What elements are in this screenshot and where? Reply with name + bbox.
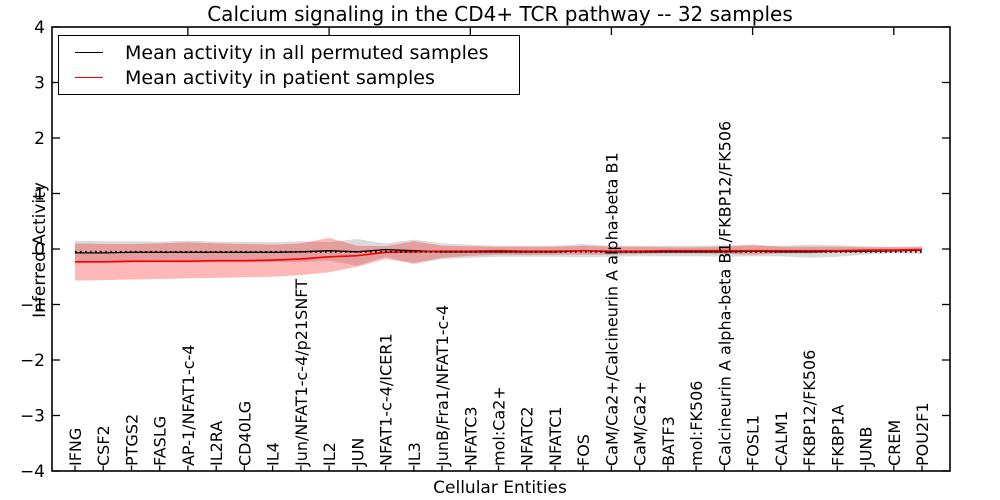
x-axis-label: Cellular Entities bbox=[433, 478, 567, 498]
legend-item-patient: Mean activity in patient samples bbox=[75, 67, 519, 89]
x-tick-label: NFATC1 bbox=[546, 406, 565, 466]
legend-label-patient: Mean activity in patient samples bbox=[125, 66, 435, 89]
x-tick-label: mol:Ca2+ bbox=[490, 386, 509, 466]
mean-patient-line bbox=[75, 248, 923, 263]
x-tick-label: BATF3 bbox=[659, 416, 678, 466]
axis-ticks bbox=[52, 26, 950, 472]
x-tick-label: CALM1 bbox=[772, 411, 791, 466]
x-tick-label: CSF2 bbox=[94, 425, 113, 466]
y-tick-label: 0 bbox=[34, 240, 45, 260]
x-tick-label: IL2RA bbox=[207, 421, 226, 466]
x-tick-label: PTGS2 bbox=[123, 414, 142, 466]
x-tick-label: JUNB bbox=[857, 427, 876, 467]
x-tick-label: FASLG bbox=[151, 416, 170, 466]
x-tick-label: IL4 bbox=[264, 442, 283, 466]
y-tick-labels: −4 −3 −2 −1 0 1 2 3 4 bbox=[20, 18, 45, 482]
y-tick-label: 2 bbox=[34, 129, 45, 149]
patient-line-swatch bbox=[75, 77, 103, 78]
x-tick-label: mol:FK506 bbox=[687, 381, 706, 466]
x-tick-label: Jun/NFAT1-c-4/p21SNFT bbox=[292, 279, 311, 467]
legend-item-permuted: Mean activity in all permuted samples bbox=[75, 42, 519, 64]
x-tick-label: FKBP12/FK506 bbox=[800, 350, 819, 466]
x-tick-label: NFATC2 bbox=[518, 406, 537, 466]
x-tick-label: CaM/Ca2+/Calcineurin A alpha-beta B1 bbox=[602, 152, 621, 466]
legend: Mean activity in all permuted samples Me… bbox=[58, 35, 520, 95]
x-tick-label: IL3 bbox=[405, 442, 424, 466]
x-tick-label: NFATC3 bbox=[461, 406, 480, 466]
permuted-line-swatch bbox=[75, 52, 103, 53]
x-tick-label: JunB/Fra1/NFAT1-c-4 bbox=[433, 305, 452, 467]
x-tick-label: CREM bbox=[885, 420, 904, 466]
x-tick-label: FOS bbox=[574, 434, 593, 466]
y-tick-label: −4 bbox=[20, 462, 45, 482]
legend-label-permuted: Mean activity in all permuted samples bbox=[125, 41, 489, 64]
y-tick-label: −1 bbox=[20, 296, 45, 316]
x-tick-label: JUN bbox=[348, 438, 367, 467]
y-tick-label: −3 bbox=[20, 407, 45, 427]
x-tick-label: CD40LG bbox=[235, 401, 254, 466]
x-tick-label: IL2 bbox=[320, 442, 339, 466]
y-tick-label: −2 bbox=[20, 351, 45, 371]
x-tick-label: AP-1/NFAT1-c-4 bbox=[179, 345, 198, 466]
y-tick-label: 4 bbox=[34, 18, 45, 38]
chart-title: Calcium signaling in the CD4+ TCR pathwa… bbox=[207, 2, 793, 26]
y-tick-label: 1 bbox=[34, 185, 45, 205]
x-tick-labels: IFNG CSF2 PTGS2 FASLG AP-1/NFAT1-c-4 IL2RA CD4… bbox=[66, 121, 932, 467]
x-tick-label: FOSL1 bbox=[744, 415, 763, 466]
x-tick-label: NFAT1-c-4/ICER1 bbox=[377, 333, 396, 466]
band-patient-std bbox=[75, 237, 922, 281]
x-tick-label: Calcineurin A alpha-beta B1/FKBP12/FK506 bbox=[715, 121, 734, 466]
x-tick-label: POU2F1 bbox=[913, 402, 932, 466]
x-tick-label: IFNG bbox=[66, 428, 85, 466]
y-tick-label: 3 bbox=[34, 74, 45, 94]
x-tick-label: FKBP1A bbox=[828, 405, 847, 467]
x-tick-label: CaM/Ca2+ bbox=[631, 381, 650, 466]
